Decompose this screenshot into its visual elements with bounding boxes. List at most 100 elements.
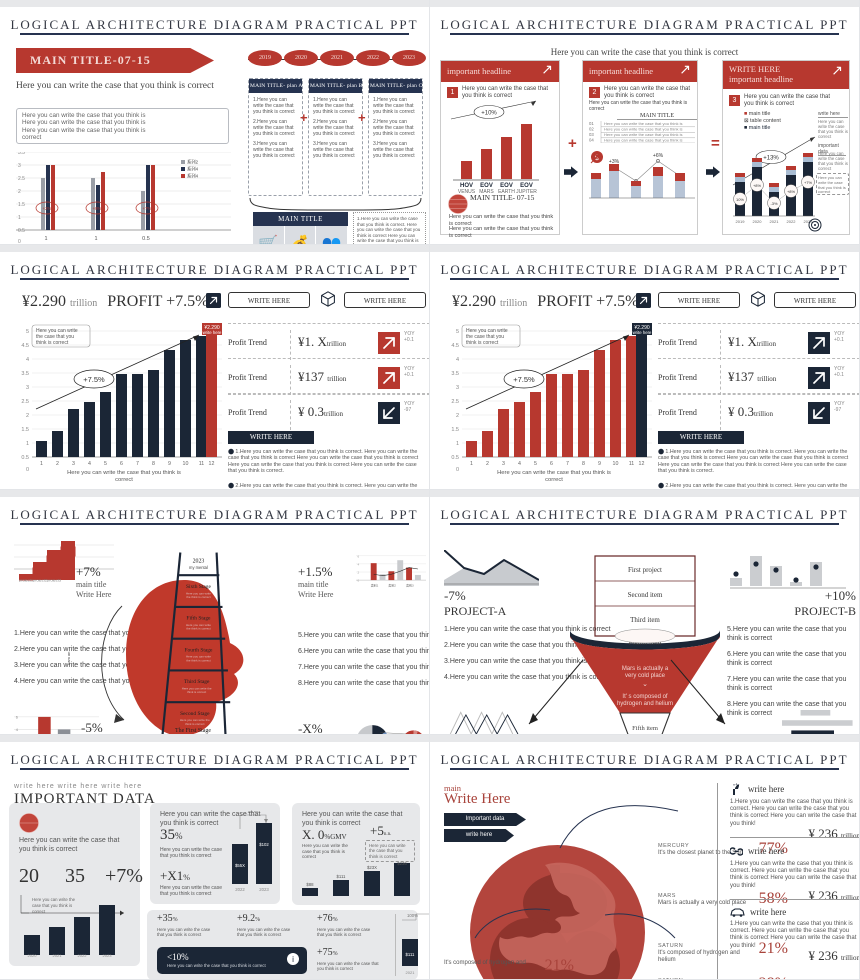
svg-text:2021: 2021 — [53, 953, 63, 957]
svg-text:+13%: +13% — [763, 156, 779, 162]
svg-text:Fifth Stage: Fifth Stage — [186, 615, 211, 622]
svg-text:think is correct: think is correct — [36, 340, 69, 346]
svg-text:10: 10 — [183, 461, 189, 467]
svg-text:0: 0 — [18, 239, 21, 244]
svg-text:5: 5 — [456, 329, 459, 335]
svg-text:2022: 2022 — [787, 219, 797, 224]
svg-text:9: 9 — [598, 461, 601, 467]
svg-text:+7%: +7% — [804, 180, 813, 185]
svg-text:6: 6 — [357, 554, 359, 558]
svg-text:4: 4 — [16, 728, 19, 732]
svg-text:Sixth Stage: Sixth Stage — [186, 584, 212, 590]
svg-text:think is correct: think is correct — [187, 690, 206, 694]
svg-text:10%: 10% — [736, 197, 744, 202]
svg-text:+6%: +6% — [653, 153, 664, 159]
svg-text:+8%: +8% — [787, 189, 796, 194]
svg-text:$236: $236 — [397, 861, 407, 866]
svg-text:3.5: 3.5 — [451, 371, 459, 377]
svg-text:4: 4 — [456, 357, 459, 363]
svg-text:1: 1 — [18, 215, 21, 221]
svg-text:2: 2 — [486, 461, 489, 467]
svg-text:5: 5 — [26, 329, 29, 335]
svg-text:4: 4 — [357, 562, 359, 566]
svg-text:Here you can write the case th: Here you can write the case that you thi… — [604, 132, 682, 137]
svg-text:Here you can write the: Here you can write the — [32, 897, 76, 902]
svg-text:1: 1 — [456, 441, 459, 447]
svg-text:Here you can write the case th: Here you can write the case that you thi… — [497, 470, 611, 476]
svg-text:2.5: 2.5 — [21, 399, 29, 405]
svg-text:2023: 2023 — [259, 887, 269, 892]
svg-text:First project: First project — [628, 566, 662, 574]
svg-text:6: 6 — [16, 716, 18, 720]
svg-text:4.5: 4.5 — [451, 343, 459, 349]
svg-text:$88: $88 — [306, 882, 314, 887]
svg-text:100%: 100% — [407, 913, 418, 918]
svg-text:Fourth Stage: Fourth Stage — [184, 647, 213, 653]
svg-text:2021: 2021 — [770, 219, 780, 224]
svg-text:2023: 2023 — [193, 559, 205, 565]
svg-text:Second item: Second item — [628, 591, 663, 599]
svg-text:0.5: 0.5 — [142, 236, 150, 242]
svg-text:think is correct: think is correct — [466, 340, 499, 346]
svg-text:+7.5%: +7.5% — [83, 375, 105, 384]
svg-text:7: 7 — [566, 461, 569, 467]
svg-text:3: 3 — [502, 461, 505, 467]
svg-text:5: 5 — [104, 461, 107, 467]
svg-text:4: 4 — [88, 461, 91, 467]
svg-text:2022: 2022 — [235, 887, 245, 892]
svg-text:02: 02 — [589, 127, 594, 132]
svg-text:2: 2 — [18, 189, 21, 195]
svg-text:the think is correct: the think is correct — [186, 658, 210, 662]
svg-text:my mental: my mental — [189, 565, 208, 570]
svg-text:11: 11 — [199, 461, 205, 467]
svg-text:12: 12 — [639, 461, 645, 467]
svg-text:1: 1 — [470, 461, 473, 467]
svg-text:3: 3 — [26, 385, 29, 391]
svg-text:2.5: 2.5 — [451, 399, 459, 405]
svg-text:project2: project2 — [33, 578, 48, 583]
svg-text:correct: correct — [545, 477, 563, 483]
svg-text:-3%: -3% — [770, 201, 778, 206]
svg-text:1: 1 — [94, 236, 97, 242]
svg-text:think is correct: think is correct — [185, 722, 204, 726]
svg-text:2: 2 — [26, 413, 29, 419]
svg-text:类别3: 类别3 — [406, 583, 414, 588]
svg-text:8: 8 — [152, 461, 155, 467]
svg-text:类别2: 类别2 — [388, 583, 396, 588]
svg-text:1: 1 — [40, 461, 43, 467]
svg-text:0: 0 — [456, 467, 459, 473]
svg-text:write here: write here — [633, 330, 652, 335]
svg-text:04: 04 — [589, 138, 594, 143]
svg-text:2.5: 2.5 — [18, 176, 25, 182]
svg-text:2020: 2020 — [28, 953, 38, 957]
svg-text:6: 6 — [550, 461, 553, 467]
svg-text:Fifth item: Fifth item — [632, 725, 658, 732]
svg-text:Third Stage: Third Stage — [184, 679, 210, 685]
svg-text:+8%: +8% — [753, 183, 762, 188]
svg-text:the think is correct: the think is correct — [186, 627, 210, 631]
svg-text:case that you think is: case that you think is — [32, 903, 72, 908]
svg-text:0.5: 0.5 — [21, 455, 29, 461]
svg-text:1.5: 1.5 — [18, 202, 25, 208]
svg-text:4: 4 — [518, 461, 521, 467]
svg-text:Mars is actually a: Mars is actually a — [622, 666, 669, 672]
svg-text:1: 1 — [44, 236, 47, 242]
svg-text:7: 7 — [136, 461, 139, 467]
svg-text:2: 2 — [357, 570, 359, 574]
svg-text:12: 12 — [209, 461, 215, 467]
svg-text:$55X: $55X — [235, 863, 245, 868]
svg-text:系列4: 系列4 — [187, 166, 199, 173]
svg-text:4.5: 4.5 — [21, 343, 29, 349]
svg-text:+7.5%: +7.5% — [513, 375, 535, 384]
svg-text:2021: 2021 — [406, 970, 416, 975]
svg-text:I am an: I am an — [66, 652, 71, 665]
svg-text:100%: 100% — [248, 811, 259, 814]
svg-text:Second Stage: Second Stage — [180, 711, 210, 717]
svg-text:03: 03 — [589, 132, 594, 137]
svg-text:Here you can write the case th: Here you can write the case that you thi… — [604, 127, 682, 132]
svg-text:project1: project1 — [19, 578, 34, 583]
svg-text:Third item: Third item — [630, 616, 660, 624]
svg-text:Here you can write the case th: Here you can write the case that you thi… — [604, 138, 682, 143]
svg-text:系列4: 系列4 — [187, 173, 199, 180]
svg-text:11: 11 — [629, 461, 635, 467]
